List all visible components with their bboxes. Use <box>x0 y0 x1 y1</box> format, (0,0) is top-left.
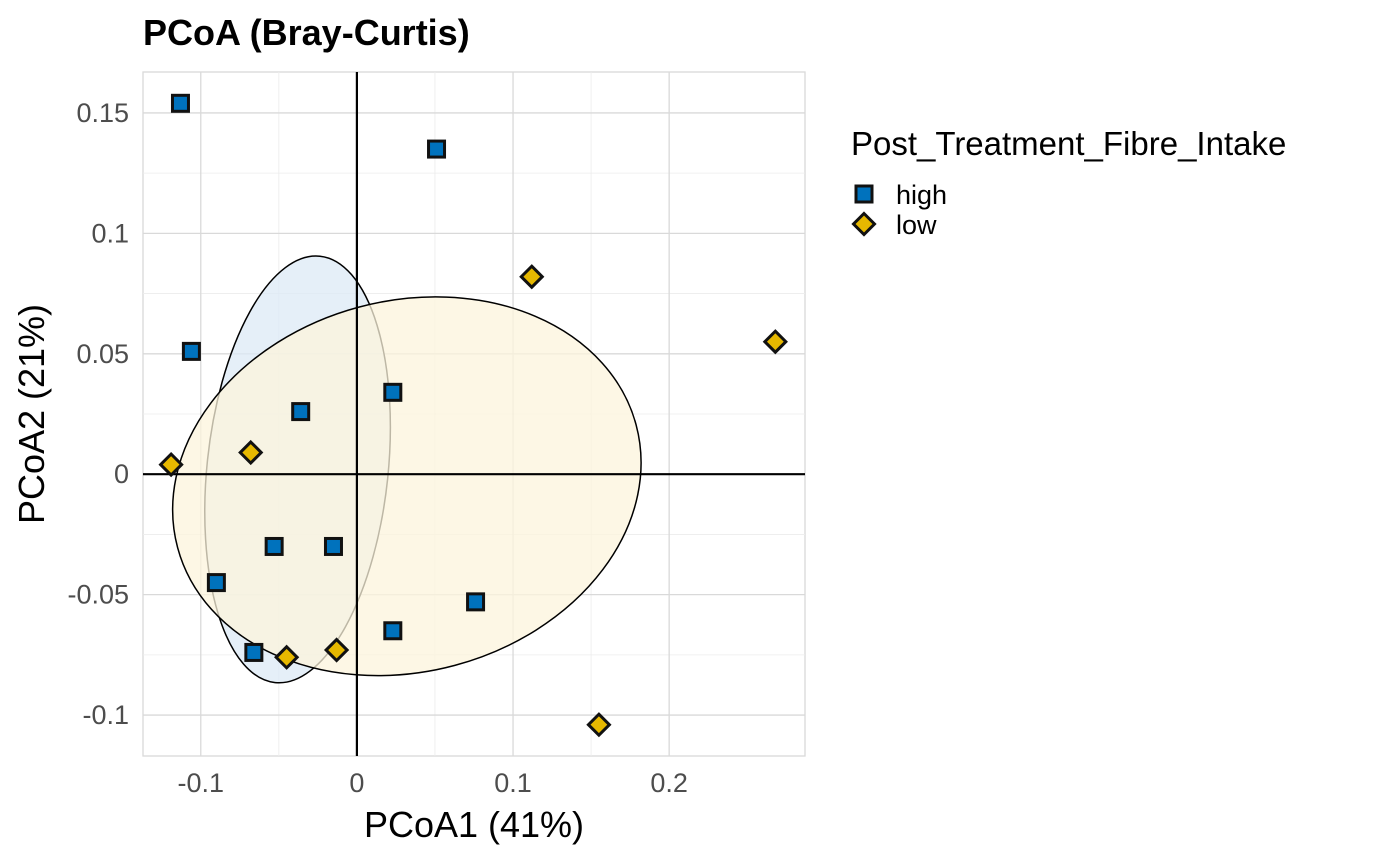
y-tick-label: 0.1 <box>91 218 129 248</box>
legend-key-low <box>851 211 877 237</box>
point-high <box>181 341 201 361</box>
point-high <box>244 642 264 662</box>
confidence-ellipses <box>171 255 642 684</box>
point-low <box>274 644 300 670</box>
y-tick-labels: -0.1 -0.05 0 0.05 0.1 0.15 <box>67 98 129 730</box>
point-low <box>519 264 545 290</box>
data-points <box>158 93 788 738</box>
point-high <box>206 573 226 593</box>
y-tick-label: -0.05 <box>67 580 129 610</box>
y-tick-label: 0.15 <box>76 98 129 128</box>
point-low <box>762 329 788 355</box>
point-low <box>586 712 612 738</box>
x-axis-title: PCoA1 (41%) <box>364 804 584 845</box>
legend-label-high: high <box>896 180 947 210</box>
point-low <box>323 637 350 663</box>
legend-label-low: low <box>896 210 937 240</box>
x-tick-label: -0.1 <box>178 768 225 798</box>
legend-title: Post_Treatment_Fibre_Intake <box>851 125 1286 162</box>
point-high <box>383 621 403 641</box>
x-tick-label: 0 <box>349 768 364 798</box>
x-tick-label: 0.2 <box>650 768 688 798</box>
point-high <box>170 93 190 113</box>
y-tick-label: 0.05 <box>76 339 129 369</box>
point-low <box>238 439 264 466</box>
reference-lines <box>143 72 805 756</box>
y-tick-label: -0.1 <box>82 700 129 730</box>
point-high <box>264 536 284 556</box>
point-high <box>291 402 311 422</box>
point-low <box>158 451 184 478</box>
x-tick-labels: -0.1 0 0.1 0.2 <box>178 768 688 798</box>
y-axis-title: PCoA2 (21%) <box>11 304 52 524</box>
y-tick-label: 0 <box>114 459 129 489</box>
point-high <box>323 536 343 556</box>
ellipse-low <box>171 296 642 677</box>
x-tick-label: 0.1 <box>494 768 532 798</box>
point-high <box>383 382 403 402</box>
point-high <box>466 592 486 612</box>
legend-key-high <box>854 184 874 204</box>
chart-title: PCoA (Bray-Curtis) <box>143 12 470 53</box>
point-high <box>427 139 447 159</box>
